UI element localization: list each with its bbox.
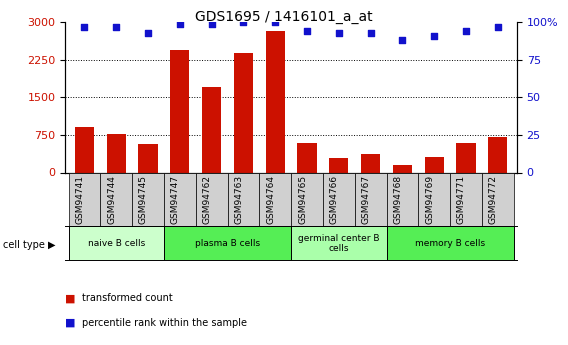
Text: plasma B cells: plasma B cells	[195, 239, 260, 248]
Bar	[170, 50, 189, 172]
Bar	[132, 172, 164, 226]
Text: GSM94763: GSM94763	[235, 175, 244, 224]
Bar	[457, 143, 475, 172]
Text: GSM94762: GSM94762	[203, 175, 212, 224]
Bar	[69, 172, 101, 226]
Text: GSM94741: GSM94741	[76, 175, 85, 224]
Text: germinal center B
cells: germinal center B cells	[298, 234, 379, 253]
Bar	[354, 172, 386, 226]
Bar	[425, 157, 444, 172]
Bar	[228, 172, 260, 226]
Bar	[329, 158, 348, 172]
Point	[429, 33, 438, 39]
Point	[80, 24, 89, 30]
Point	[176, 21, 185, 27]
Bar	[386, 226, 513, 260]
Bar	[101, 172, 132, 226]
Point	[461, 29, 470, 34]
Point	[366, 30, 375, 36]
Text: cell type ▶: cell type ▶	[3, 240, 55, 250]
Bar	[298, 143, 316, 172]
Text: GSM94765: GSM94765	[298, 175, 307, 224]
Bar	[418, 172, 450, 226]
Bar	[386, 172, 418, 226]
Bar	[69, 226, 164, 260]
Point	[112, 24, 121, 30]
Text: GSM94766: GSM94766	[330, 175, 339, 224]
Bar	[323, 172, 354, 226]
Text: GSM94764: GSM94764	[266, 175, 275, 224]
Text: transformed count: transformed count	[82, 294, 173, 303]
Text: GSM94745: GSM94745	[139, 175, 148, 224]
Bar	[164, 226, 291, 260]
Point	[493, 24, 502, 30]
Bar	[291, 226, 386, 260]
Bar	[164, 172, 196, 226]
Bar	[266, 31, 285, 173]
Bar	[75, 127, 94, 172]
Point	[302, 29, 311, 34]
Bar	[482, 172, 513, 226]
Bar	[234, 53, 253, 172]
Point	[207, 21, 216, 27]
Text: GSM94747: GSM94747	[171, 175, 180, 224]
Text: GSM94768: GSM94768	[394, 175, 402, 224]
Bar	[260, 172, 291, 226]
Text: ■: ■	[65, 294, 76, 303]
Bar	[393, 166, 412, 172]
Bar	[139, 145, 157, 172]
Point	[239, 20, 248, 25]
Text: percentile rank within the sample: percentile rank within the sample	[82, 318, 247, 327]
Bar	[361, 154, 380, 172]
Point	[144, 30, 153, 36]
Bar	[488, 137, 507, 172]
Bar	[202, 87, 221, 172]
Text: GSM94769: GSM94769	[425, 175, 434, 224]
Text: GSM94771: GSM94771	[457, 175, 466, 224]
Bar	[196, 172, 228, 226]
Point	[271, 20, 280, 25]
Text: naive B cells: naive B cells	[87, 239, 145, 248]
Text: GSM94767: GSM94767	[362, 175, 370, 224]
Point	[334, 30, 343, 36]
Text: GSM94772: GSM94772	[489, 175, 498, 224]
Bar	[291, 172, 323, 226]
Text: GSM94744: GSM94744	[107, 175, 116, 224]
Bar	[107, 135, 126, 172]
Text: GDS1695 / 1416101_a_at: GDS1695 / 1416101_a_at	[195, 10, 373, 24]
Text: memory B cells: memory B cells	[415, 239, 485, 248]
Text: ■: ■	[65, 318, 76, 327]
Point	[398, 38, 407, 43]
Bar	[450, 172, 482, 226]
